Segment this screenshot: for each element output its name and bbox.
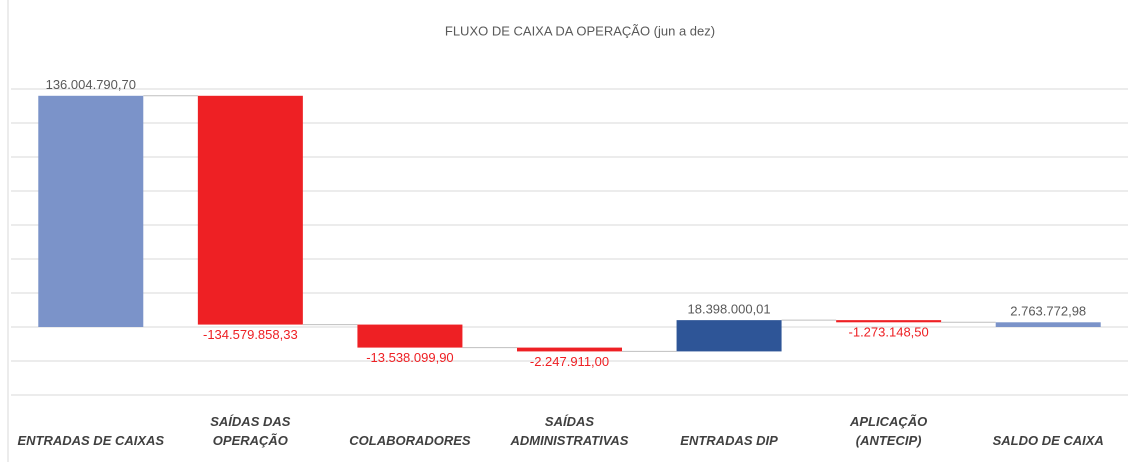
x-tick-label: SALDO DE CAIXA [992, 433, 1104, 448]
bar [38, 95, 144, 327]
value-label: 2.763.772,98 [1010, 304, 1086, 319]
x-tick-label: ENTRADAS DE CAIXAS [17, 433, 165, 448]
x-tick-label: COLABORADORES [349, 433, 471, 448]
chart-title: FLUXO DE CAIXA DA OPERAÇÃO (jun a dez) [445, 23, 715, 38]
value-label: -13.538.099,90 [366, 350, 453, 365]
bar [995, 322, 1101, 327]
value-label: -134.579.858,33 [203, 327, 298, 342]
bar [517, 347, 622, 352]
x-tick-label: ENTRADAS DIP [680, 433, 778, 448]
bar [836, 320, 942, 323]
x-tick-label: SAÍDAS DAS OPERAÇÃO [210, 414, 291, 448]
value-label: -1.273.148,50 [849, 325, 929, 340]
bar [197, 95, 303, 325]
value-label: 136.004.790,70 [46, 77, 136, 92]
bar [357, 324, 463, 348]
x-tick-label: APLICAÇÃO (ANTECIP) [849, 414, 928, 448]
value-label: -2.247.911,00 [530, 354, 609, 369]
bar [676, 320, 782, 352]
x-tick-label: SAÍDAS ADMINISTRATIVAS [510, 414, 629, 448]
value-label: 18.398.000,01 [688, 302, 771, 317]
